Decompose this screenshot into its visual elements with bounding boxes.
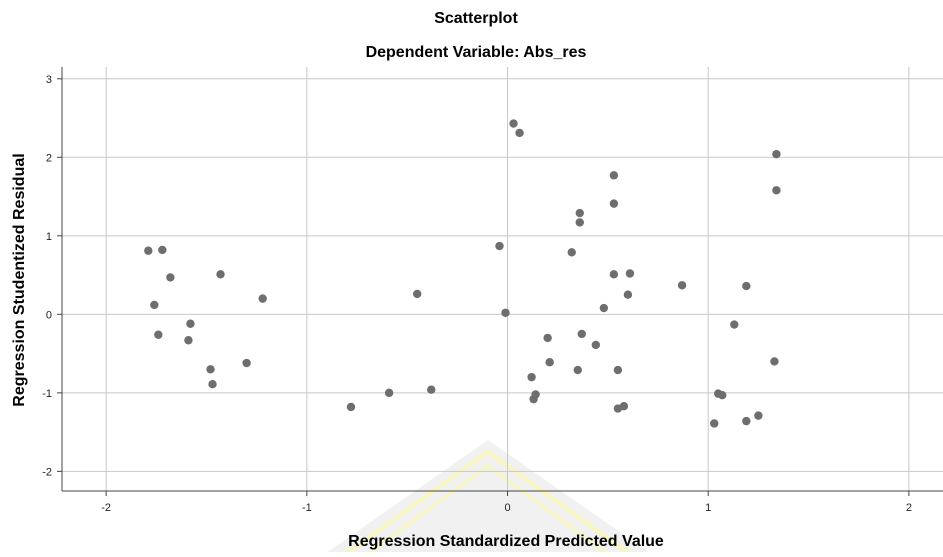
scatter-point (346, 402, 356, 412)
scatter-point (384, 388, 394, 398)
scatter-point (184, 336, 193, 345)
chart-subtitle: Dependent Variable: Abs_res (366, 44, 587, 61)
watermark-logo (320, 440, 656, 557)
scatter-point (158, 245, 167, 255)
scatter-point (150, 300, 159, 310)
scatter-point (613, 365, 623, 375)
scatter-point (413, 289, 422, 299)
scatter-point (531, 390, 540, 399)
scatter-point (730, 320, 739, 329)
scatter-point (599, 303, 609, 313)
scatter-point (575, 218, 584, 227)
x-axis-title: Regression Standardized Predicted Value (348, 533, 664, 550)
scatter-point (258, 294, 267, 303)
scatter-point (770, 357, 779, 366)
y-tick-label: 1 (46, 231, 52, 243)
scatter-point (427, 385, 436, 394)
scatter-point (772, 149, 781, 159)
data-points (144, 119, 781, 428)
scatter-point (206, 365, 215, 374)
grid (62, 67, 943, 491)
scatter-point (577, 329, 586, 339)
scatter-point (591, 340, 601, 350)
y-axis-title: Regression Studentized Residual (11, 153, 28, 406)
x-tick-label: 1 (705, 502, 711, 514)
scatter-point (609, 171, 619, 180)
scatter-point (619, 402, 629, 411)
scatter-point (772, 186, 781, 195)
axes: -2 -1 0 1 2 -2 -1 0 1 2 3 (42, 67, 943, 514)
scatter-point (166, 273, 175, 282)
scatter-point (625, 269, 635, 278)
scatter-point (144, 246, 153, 255)
scatter-point (573, 365, 582, 375)
x-tick-label: -1 (302, 502, 312, 514)
scatter-point (575, 208, 584, 218)
y-tick-label: 2 (46, 152, 52, 164)
x-tick-label: 0 (504, 502, 510, 514)
x-tick-label: 2 (906, 502, 912, 514)
chart-title: Scatterplot (434, 10, 518, 27)
y-tick-label: -2 (42, 466, 52, 478)
y-tick-label: 0 (46, 309, 52, 321)
scatter-point (677, 281, 687, 290)
scatter-point (718, 391, 727, 400)
y-tick-label: -1 (42, 388, 52, 400)
scatter-point (742, 416, 751, 426)
scatter-point (242, 358, 251, 368)
scatter-point (154, 330, 163, 339)
scatter-point (623, 290, 633, 299)
scatter-point (710, 419, 719, 428)
scatter-point (186, 319, 195, 328)
scatter-point (495, 241, 504, 251)
scatter-point (527, 372, 536, 382)
scatter-point (609, 270, 619, 279)
scatter-point (609, 199, 619, 208)
scatter-point (742, 281, 751, 291)
scatter-point (501, 308, 510, 317)
scatter-point (545, 358, 554, 367)
x-tick-label: -2 (101, 502, 111, 514)
scatter-point (208, 380, 217, 389)
scatter-point (754, 411, 763, 420)
scatter-point (515, 128, 524, 138)
y-tick-label: 3 (46, 74, 52, 86)
scatter-point (509, 119, 518, 128)
scatter-point (543, 333, 552, 343)
scatter-point (567, 248, 576, 257)
scatter-point (216, 270, 225, 279)
